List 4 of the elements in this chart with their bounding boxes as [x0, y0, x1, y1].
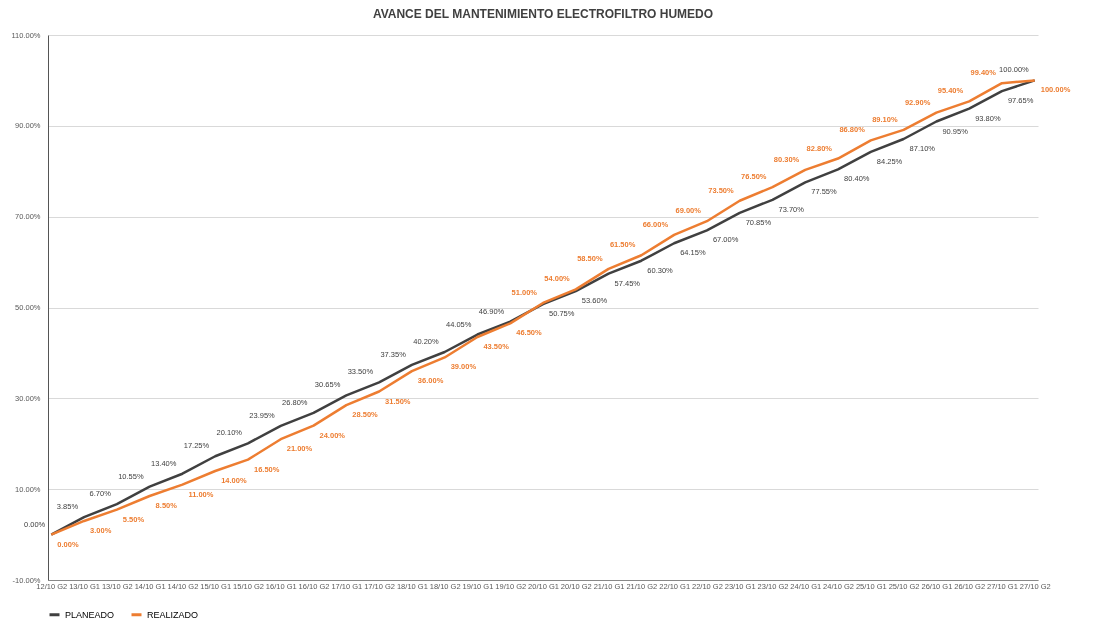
line-series: [50, 79, 1036, 536]
legend-label: REALIZADO: [147, 609, 199, 620]
chart-title: AVANCE DEL MANTENIMIENTO ELECTROFILTRO HUMEDO: [372, 7, 714, 21]
legend-label: PLANEADO: [65, 609, 115, 620]
